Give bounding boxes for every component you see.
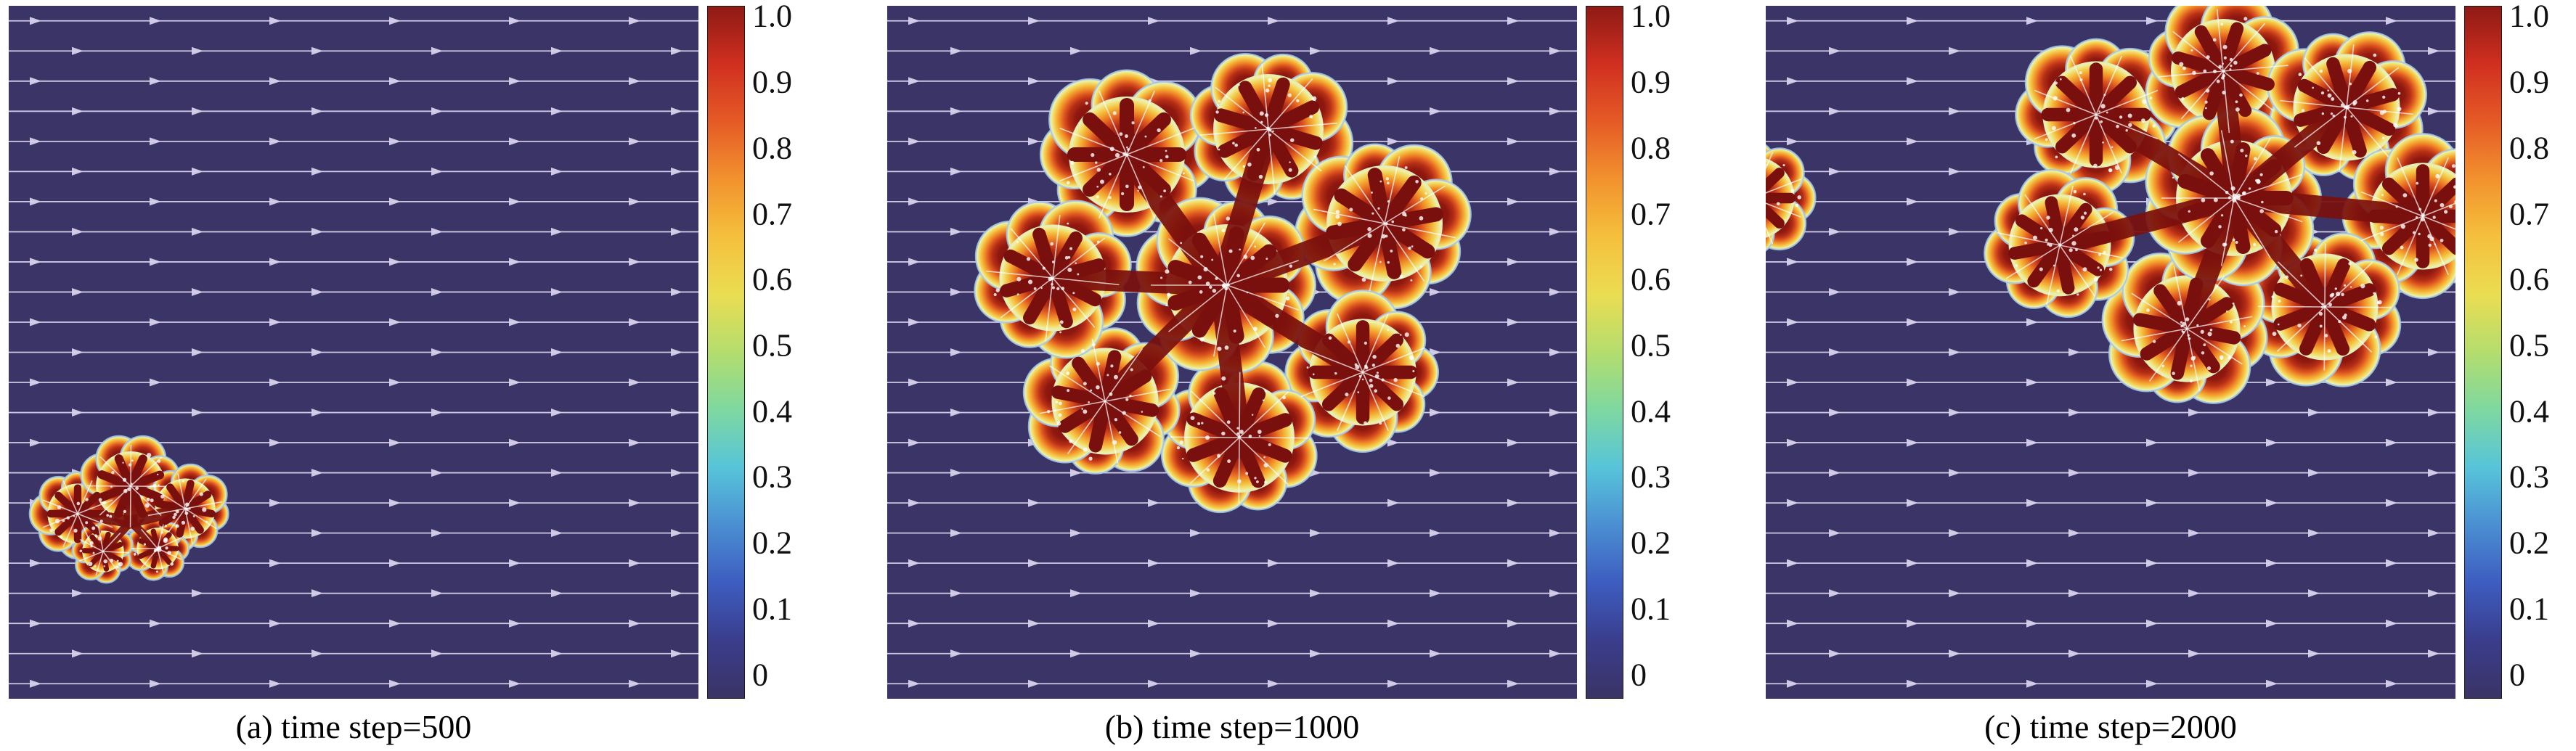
colorbar-tick-label: 0.6 [752, 261, 792, 297]
colorbar-tick-label: 0.9 [1631, 64, 1671, 100]
colorbar-tick-label: 1.0 [2509, 0, 2549, 34]
flow-field-plot-a [9, 6, 698, 699]
colorbar-tick-label: 0.4 [752, 393, 792, 430]
panel-b-plot-row: 1.0 0.9 0.8 0.7 0.6 0.5 0.4 0.3 0.2 0.1 0 [887, 0, 1686, 699]
colorbar-tick-label: 0.7 [1631, 196, 1671, 231]
colorbar-b: 1.0 0.9 0.8 0.7 0.6 0.5 0.4 0.3 0.2 0.1 0 [1586, 0, 1686, 699]
colorbar-tick-label: 0.2 [2509, 525, 2549, 561]
colorbar-gradient-b [1586, 6, 1623, 699]
panel-c: 1.0 0.9 0.8 0.7 0.6 0.5 0.4 0.3 0.2 0.1 0 (c) time… [1766, 0, 2564, 746]
colorbar-tick-label: 0.2 [1631, 525, 1671, 561]
panel-b: 1.0 0.9 0.8 0.7 0.6 0.5 0.4 0.3 0.2 0.1 0 (b) time… [887, 0, 1686, 746]
colorbar-tick-label: 0.5 [2509, 327, 2549, 364]
colorbar-tick-labels-a: 1.0 0.9 0.8 0.7 0.6 0.5 0.4 0.3 0.2 0.1 0 [745, 0, 807, 699]
caption-a: (a) time step=500 [235, 708, 472, 745]
dendrite [1766, 6, 2455, 404]
colorbar-tick-labels-b: 1.0 0.9 0.8 0.7 0.6 0.5 0.4 0.3 0.2 0.1 0 [1623, 0, 1686, 699]
colorbar-tick-label: 0.9 [752, 64, 792, 100]
colorbar-tick-label: 1.0 [1631, 0, 1671, 34]
colorbar-tick-label: 0.8 [1631, 130, 1671, 166]
colorbar-tick-label: 0.3 [2509, 459, 2549, 495]
caption-b: (b) time step=1000 [1104, 708, 1360, 745]
colorbar-tick-label: 0.9 [2509, 64, 2549, 100]
colorbar-tick-label: 0 [752, 657, 768, 693]
colorbar-gradient-c [2464, 6, 2502, 699]
panel-c-plot-row: 1.0 0.9 0.8 0.7 0.6 0.5 0.4 0.3 0.2 0.1 0 [1766, 0, 2564, 699]
streamlines [9, 17, 698, 688]
colorbar-tick-label: 0.1 [1631, 591, 1671, 627]
flow-field-svg-b [887, 17, 1577, 688]
panel-a: 1.0 0.9 0.8 0.7 0.6 0.5 0.4 0.3 0.2 0.1 0 (a) time… [9, 0, 807, 746]
flow-field-svg-c [1766, 6, 2455, 688]
colorbar-c: 1.0 0.9 0.8 0.7 0.6 0.5 0.4 0.3 0.2 0.1 0 [2464, 0, 2564, 699]
colorbar-tick-label: 0.2 [752, 525, 792, 561]
colorbar-tick-label: 0.6 [1631, 261, 1671, 297]
colorbar-tick-label: 0.7 [752, 196, 792, 231]
colorbar-tick-label: 0.3 [752, 459, 792, 495]
colorbar-gradient-a [707, 6, 745, 699]
flow-field-svg-a [9, 17, 698, 688]
colorbar-tick-label: 0.6 [2509, 261, 2549, 297]
dendrite [974, 52, 1472, 514]
colorbar-a: 1.0 0.9 0.8 0.7 0.6 0.5 0.4 0.3 0.2 0.1 0 [707, 0, 807, 699]
colorbar-tick-label: 0.7 [2509, 196, 2549, 231]
colorbar-tick-label: 0.8 [2509, 130, 2549, 166]
colorbar-tick-label: 0.5 [752, 327, 792, 364]
colorbar-tick-label: 0.8 [752, 130, 792, 166]
panel-a-plot-row: 1.0 0.9 0.8 0.7 0.6 0.5 0.4 0.3 0.2 0.1 0 [9, 0, 807, 699]
colorbar-tick-label: 0.3 [1631, 459, 1671, 495]
colorbar-tick-label: 0.1 [752, 591, 792, 627]
colorbar-tick-label: 0.4 [1631, 393, 1671, 430]
caption-c: (c) time step=2000 [1984, 708, 2237, 745]
colorbar-tick-label: 1.0 [752, 0, 792, 34]
colorbar-tick-labels-c: 1.0 0.9 0.8 0.7 0.6 0.5 0.4 0.3 0.2 0.1 0 [2502, 0, 2564, 699]
dendrite [28, 435, 229, 584]
colorbar-tick-label: 0.4 [2509, 393, 2549, 430]
colorbar-tick-label: 0.5 [1631, 327, 1671, 364]
colorbar-tick-label: 0 [1631, 657, 1647, 693]
flow-field-plot-b [887, 6, 1577, 699]
flow-field-plot-c [1766, 6, 2455, 699]
colorbar-tick-label: 0.1 [2509, 591, 2549, 627]
colorbar-tick-label: 0 [2509, 657, 2525, 693]
